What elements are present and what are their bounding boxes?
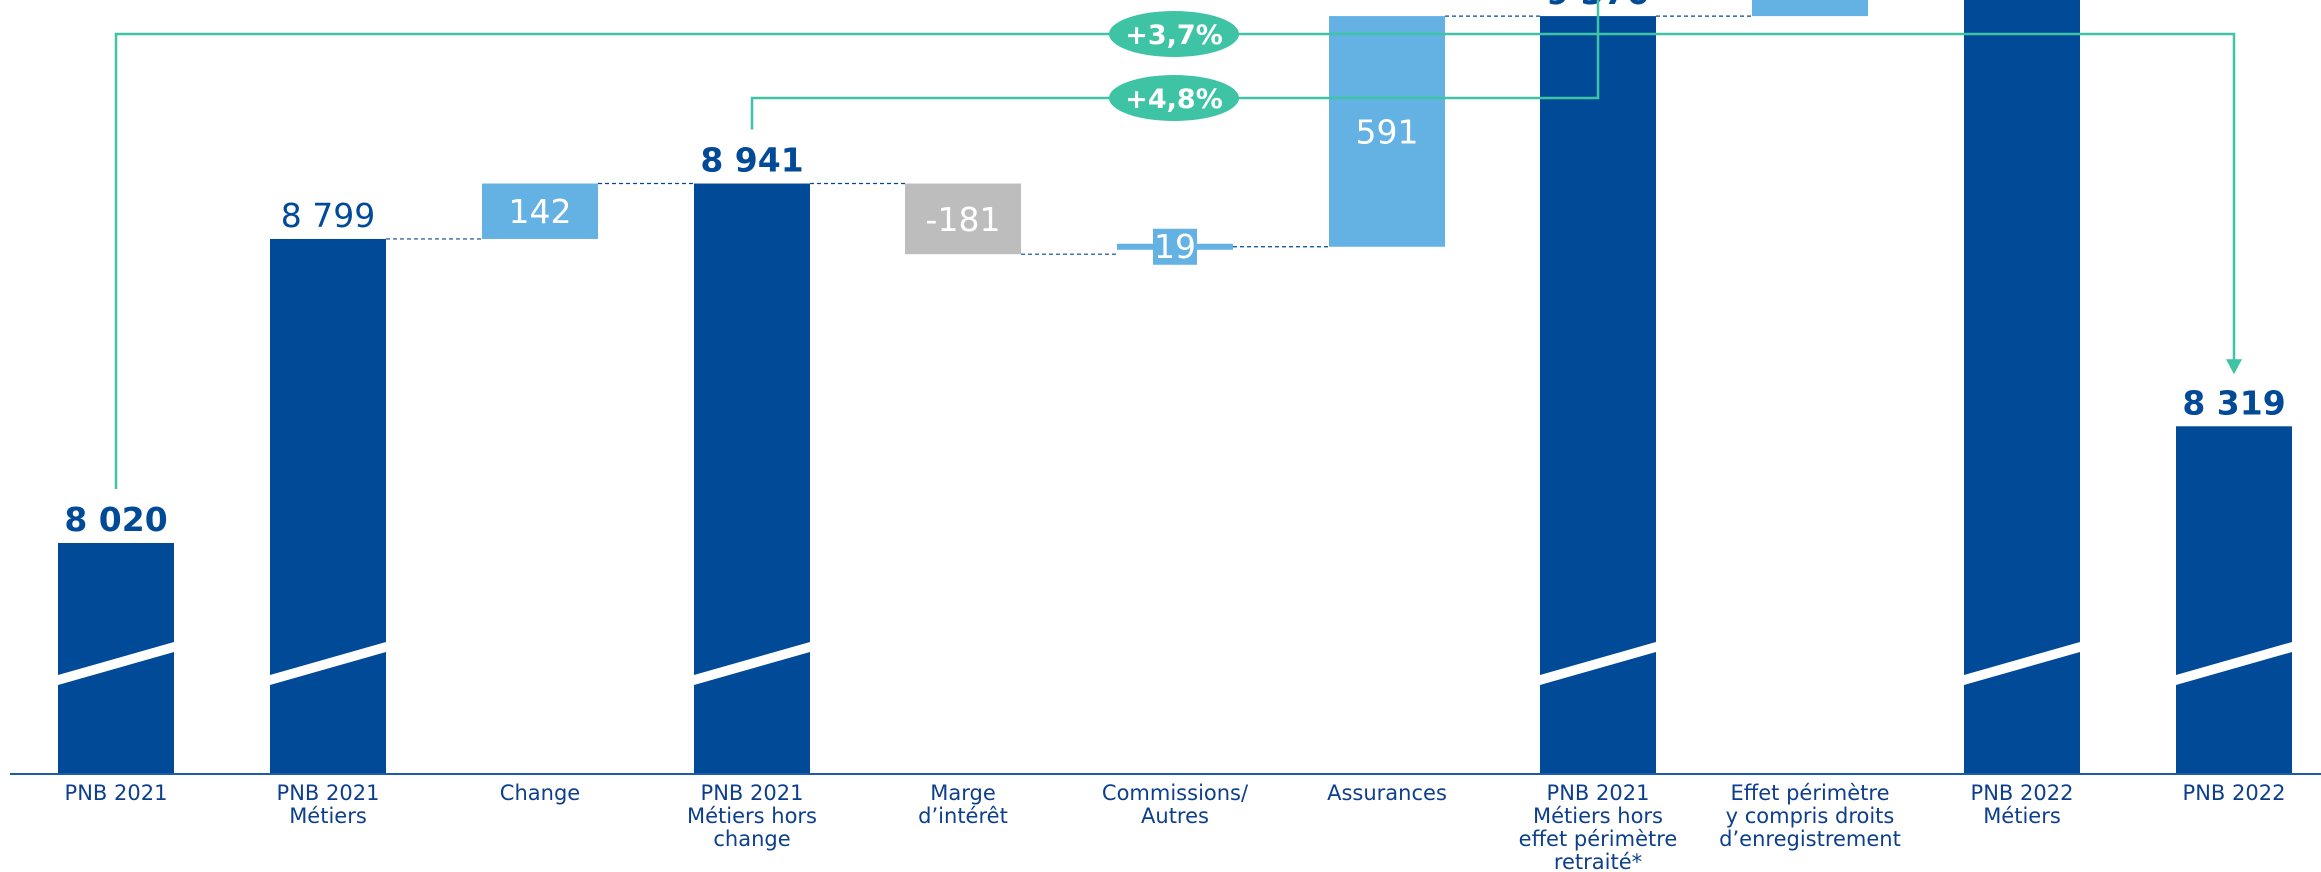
bar-marge-d-interet [905, 183, 1021, 255]
category-label: PNB 2021 [65, 781, 168, 805]
category-label: Marge d’intérêt [918, 781, 1008, 828]
value-label-pnb-2021-metiers-hors-change: 8 941 [700, 141, 803, 180]
category-label: Change [500, 781, 580, 805]
category-label: Effet périmètre y compris droits d’enregis… [1719, 781, 1901, 851]
bar-pnb-2021-metiers [270, 238, 386, 774]
value-label-change: 142 [509, 192, 572, 231]
category-label: PNB 2022 [2183, 781, 2286, 805]
value-label-pnb-2022: 8 319 [2182, 383, 2285, 422]
value-label-marge-d-interet: -181 [926, 200, 1001, 239]
axis-break-mark [694, 642, 810, 685]
bars-group [58, 0, 2292, 775]
growth-badge-label: +4,8% [1125, 84, 1223, 115]
category-label: PNB 2022 Métiers [1971, 781, 2074, 828]
axis-break-mark [58, 642, 174, 685]
axis-break-mark [270, 642, 386, 685]
bar-label-box [1153, 228, 1197, 265]
bar-pnb-2022-metiers [1964, 0, 2080, 774]
bar-pnb-2021-metiers-hors-change [694, 183, 810, 775]
axis-break-mark [1540, 642, 1656, 685]
growth-badge [1109, 11, 1239, 57]
growth-annotation: +4,8% [750, 0, 1600, 130]
category-label: PNB 2021 Métiers hors effet périmètre retra… [1519, 781, 1678, 872]
bar-effet-perimetre-y-compris-droits-d-enregistrement [1752, 0, 1868, 17]
category-label: Commissions/Autres [1102, 781, 1249, 828]
bar-pnb-2022 [2176, 426, 2292, 774]
value-label-pnb-2021: 8 020 [64, 500, 167, 539]
growth-badge [1109, 75, 1239, 121]
bar-change [482, 183, 598, 239]
bar-assurances [1329, 16, 1445, 247]
value-label-effet-perimetre-y-compris-droits-d-enregistrement: 147 [1779, 0, 1842, 8]
axis-break-mark [1964, 642, 2080, 685]
category-label: PNB 2021 Métiers [277, 781, 380, 828]
value-label-pnb-2021-metiers: 8 799 [281, 196, 375, 235]
category-labels: PNB 2021 PNB 2021 Métiers Change PNB 2021 Mét… [65, 781, 2286, 872]
connector-lines [386, 15, 1752, 255]
category-label: Assurances [1327, 781, 1447, 805]
growth-annotations: +3,7% +4,8% [114, 0, 2242, 489]
growth-annotation: +3,7% [114, 11, 2242, 489]
value-label-assurances: 591 [1356, 112, 1419, 151]
category-label: PNB 2021 Métiers hors change [687, 781, 817, 851]
growth-badge-label: +3,7% [1125, 20, 1223, 51]
arrowhead-icon [2226, 359, 2242, 375]
value-label-commissions-autres: 19 [1154, 227, 1196, 266]
axis-break-mark [2176, 642, 2292, 685]
